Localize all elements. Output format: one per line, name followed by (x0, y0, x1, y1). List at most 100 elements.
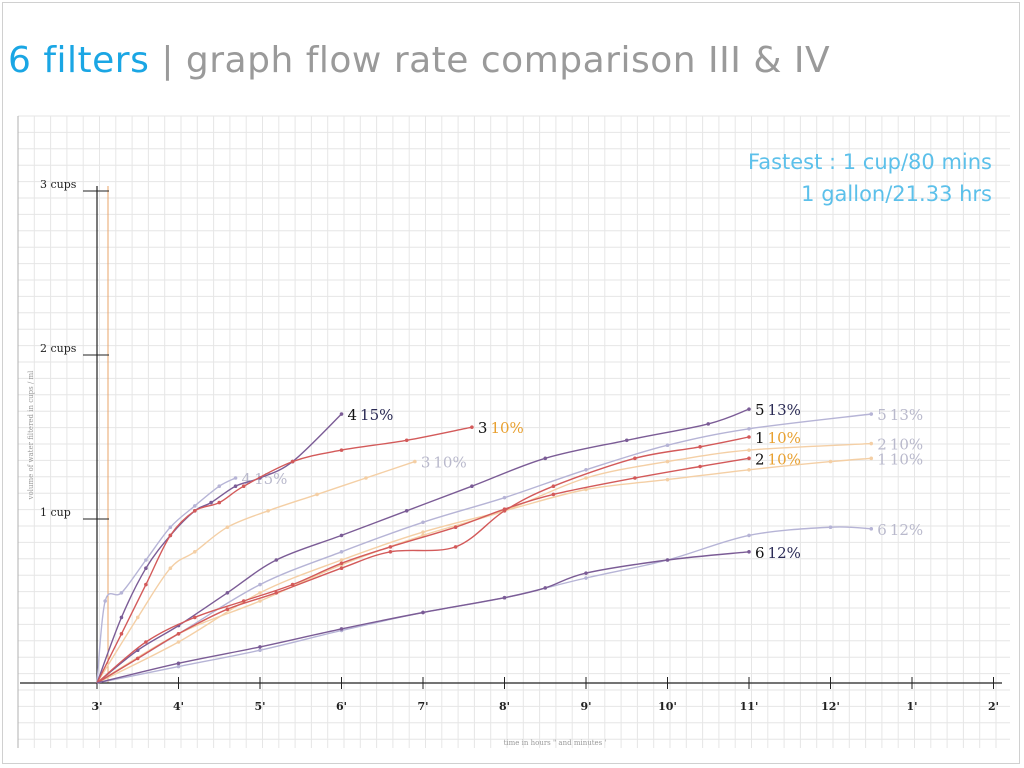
series-6-point-9 (869, 412, 874, 416)
series-7-point-9 (551, 484, 556, 489)
series-8-point-4 (421, 530, 425, 534)
series-3-point-6 (241, 484, 246, 489)
series-8-point-6 (584, 487, 588, 492)
series-9-point-4 (290, 582, 295, 587)
x-tick-label-2: 5' (254, 700, 265, 713)
x-tick-label-8: 11' (740, 700, 759, 713)
series-7-point-10 (633, 456, 637, 461)
series-3-point-2 (144, 582, 148, 587)
series-4-point-8 (413, 459, 417, 464)
series-11-point-3 (339, 627, 344, 631)
series-3-point-9 (404, 438, 409, 443)
series-5-point-11 (747, 407, 751, 411)
series-9-point-12 (747, 456, 751, 461)
series-label-num-5: 5 (755, 401, 765, 419)
series-3: 3 10% (96, 419, 524, 684)
series-11-point-1 (176, 661, 181, 666)
series-8-point-1 (176, 640, 181, 644)
series-9-point-9 (551, 492, 556, 497)
series-label-4: 3 10% (421, 454, 467, 472)
series-4-point-5 (266, 509, 270, 513)
series-9-point-3 (241, 599, 246, 603)
series-label-pct-3: 10% (490, 419, 523, 437)
series-12-point-6 (584, 576, 588, 580)
series-2-point-5 (193, 504, 197, 508)
x-tick-label-7: 10' (658, 700, 677, 713)
series-7-point-7 (453, 545, 458, 549)
series-label-pct-2: 15% (254, 470, 287, 488)
series-9-point-8 (502, 507, 507, 511)
series-8-point-3 (339, 558, 344, 562)
title-separator: | (161, 40, 174, 81)
x-tick-label-1: 4' (173, 700, 184, 713)
slide-title: 6 filters | graph flow rate comparison I… (8, 40, 830, 81)
series-label-num-7: 1 (755, 429, 765, 447)
series-3-point-1 (119, 632, 124, 636)
series-label-3: 3 10% (478, 419, 524, 437)
x-tick-label-3: 6' (336, 700, 347, 713)
series-7-point-6 (388, 550, 393, 554)
series-7-point-11 (698, 445, 702, 449)
series-line-6 (96, 413, 872, 684)
series-5-point-8 (543, 456, 548, 461)
series-label-num-8: 1 (877, 450, 887, 468)
gallon-note: 1 gallon/21.33 hrs (801, 182, 992, 206)
series-3-point-5 (217, 500, 222, 505)
series-5: 5 13% (96, 401, 801, 684)
series-8-point-2 (258, 591, 262, 595)
series-11-point-8 (665, 558, 670, 562)
series-8-point-8 (747, 468, 751, 472)
series-label-12: 6 12% (877, 521, 923, 539)
series-10-point-6 (584, 476, 588, 480)
series-12-point-8 (747, 533, 751, 538)
x-tick-label-10: 1' (906, 700, 917, 713)
series-2-point-3 (144, 558, 148, 562)
series-label-10: 2 10% (877, 436, 923, 454)
series-line-11 (96, 551, 750, 684)
series-11-point-2 (258, 645, 262, 649)
series-6-point-3 (339, 550, 344, 554)
series-label-pct-1: 15% (360, 406, 393, 424)
x-tick-label-4: 7' (417, 700, 428, 713)
series-line-7 (96, 436, 750, 684)
series-label-2: 4 15% (242, 470, 288, 488)
series-6-point-7 (665, 443, 670, 448)
x-tick-label-9: 12' (821, 700, 840, 713)
series-1-point-5 (209, 500, 213, 505)
series-7-point-5 (339, 566, 344, 570)
series-7-point-12 (747, 435, 751, 439)
series-3-point-8 (339, 448, 344, 452)
y-tick-label-1: 1 cup (40, 506, 71, 519)
series-5-point-4 (274, 558, 279, 562)
series-label-num-3: 3 (478, 419, 488, 437)
series-7-point-4 (274, 591, 279, 595)
series-label-num-2: 4 (242, 470, 252, 488)
series-label-9: 2 10% (755, 450, 801, 468)
series-label-pct-5: 13% (768, 401, 801, 419)
series-11-point-6 (543, 586, 548, 590)
series-4: 3 10% (96, 454, 467, 684)
series-3-point-7 (290, 459, 295, 464)
series-4-point-3 (193, 550, 197, 554)
series-12-point-9 (828, 525, 833, 529)
series-12-point-2 (258, 648, 262, 652)
series-5-point-6 (404, 509, 409, 513)
x-axis-label: time in hours " and minutes ' (504, 739, 607, 747)
series-6-point-6 (584, 468, 588, 472)
y-tick-label-3: 3 cups (40, 178, 77, 191)
series-7-point-1 (135, 656, 140, 661)
series-2-point-6 (217, 484, 222, 489)
series-label-6: 5 13% (877, 406, 923, 424)
series-9-point-10 (633, 476, 637, 480)
x-tick-label-11: 2' (988, 700, 999, 713)
chart-grid (17, 115, 1010, 748)
title-rest: graph flow rate comparison III & IV (185, 40, 831, 81)
series-9-point-1 (144, 640, 148, 644)
x-tick-label-5: 8' (499, 700, 510, 713)
series-6-point-4 (421, 520, 425, 525)
series-2-point-4 (168, 525, 173, 529)
series-4-point-7 (364, 476, 368, 480)
series-4-point-1 (135, 615, 140, 620)
